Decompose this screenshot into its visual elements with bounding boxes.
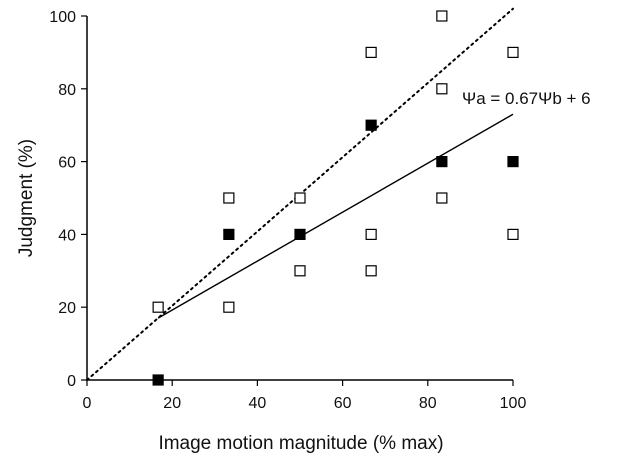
y-tick-label-0: 0 xyxy=(67,373,76,390)
open-square-point-7 xyxy=(365,265,377,277)
filled-square-point-5 xyxy=(507,156,519,168)
open-square-point-12 xyxy=(507,228,519,240)
filled-square-point-4 xyxy=(436,156,448,168)
filled-square-point-2 xyxy=(294,228,306,240)
open-square-point-11 xyxy=(507,46,519,59)
chart-marks: 0 20 40 60 80 100 0 20 40 60 80 100 xyxy=(49,7,527,412)
solid-regression-line xyxy=(157,113,514,319)
filled-square-point-1 xyxy=(223,228,235,240)
open-square-point-0 xyxy=(152,301,164,313)
x-tick-label-40: 40 xyxy=(249,395,267,412)
x-axis-title: Image motion magnitude (% max) xyxy=(158,433,443,454)
open-square-point-3 xyxy=(294,192,306,204)
y-axis-title: Judgment (%) xyxy=(16,139,37,257)
y-tick-label-60: 60 xyxy=(58,155,76,172)
x-tick-label-0: 0 xyxy=(83,395,92,412)
open-square-point-4 xyxy=(294,265,306,277)
open-square-point-1 xyxy=(223,192,235,204)
open-square-point-6 xyxy=(365,228,377,240)
open-square-point-8 xyxy=(436,10,448,22)
x-tick-label-80: 80 xyxy=(419,395,437,412)
x-tick-label-100: 100 xyxy=(500,395,527,412)
y-tick-label-80: 80 xyxy=(58,82,76,99)
open-square-point-2 xyxy=(223,301,235,313)
filled-square-point-3 xyxy=(365,119,377,131)
x-tick-label-60: 60 xyxy=(334,395,352,412)
open-square-point-10 xyxy=(436,192,448,204)
x-tick-label-20: 20 xyxy=(163,395,181,412)
open-square-point-5 xyxy=(365,46,377,59)
regression-equation-label: Ψa = 0.67Ψb + 6 xyxy=(462,89,591,108)
y-tick-label-40: 40 xyxy=(58,227,76,244)
filled-square-point-0 xyxy=(152,374,164,386)
y-tick-label-20: 20 xyxy=(58,300,76,317)
open-square-point-9 xyxy=(436,83,448,95)
y-tick-label-100: 100 xyxy=(49,9,76,26)
